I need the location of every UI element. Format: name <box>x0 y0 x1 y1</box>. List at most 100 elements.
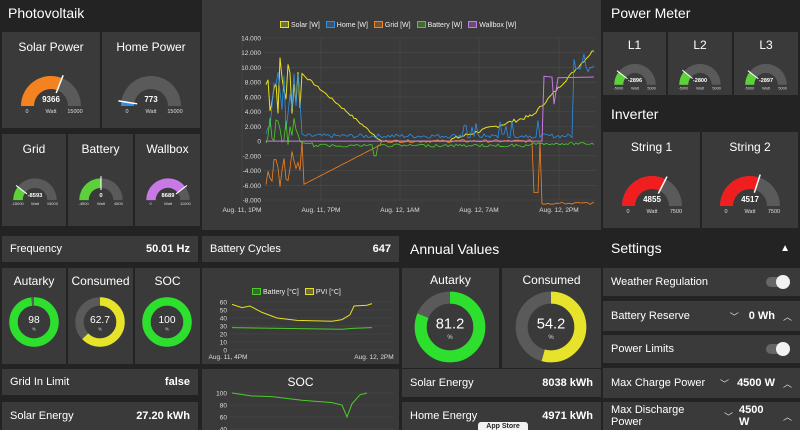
gauge-min: 0 <box>149 201 152 206</box>
legend-battery[interactable]: Battery [W] <box>416 21 462 29</box>
legend-battery-temp[interactable]: Battery [°C] <box>252 288 299 296</box>
string1-gauge: 4855 Watt 0 7500 <box>622 176 682 215</box>
l2-gauge: -2800 Watt -5000 5000 <box>679 63 721 91</box>
y-tick-label: 20 <box>220 332 228 339</box>
gauge-max: 7500 <box>670 209 682 215</box>
chevron-up-icon[interactable]: ︿ <box>782 378 792 389</box>
gauge-max: 15000 <box>167 109 182 115</box>
string2-gauge: 4517 Watt 0 7500 <box>720 174 780 215</box>
gauge-fill <box>13 186 26 201</box>
row-value: 8038 kWh <box>542 377 593 389</box>
row-value: 4500 W <box>737 377 775 389</box>
series-battery-temp-line <box>231 327 373 330</box>
row-label: Battery Cycles <box>210 243 281 255</box>
gauge-fill <box>745 71 757 85</box>
annual-consumed-card: Consumed 54.2% <box>502 268 601 368</box>
legend-wallbox[interactable]: Wallbox [W] <box>468 21 516 29</box>
donut-value: 62.7 <box>90 315 110 326</box>
gauge-needle <box>753 174 761 193</box>
series-battery-line <box>265 117 595 157</box>
gauge-needle <box>616 70 628 80</box>
gauge-max: 5000 <box>712 87 720 91</box>
gauge-value: -8593 <box>28 193 44 199</box>
l1-gauge: -2896 Watt -5000 5000 <box>614 63 656 91</box>
chevron-down-icon[interactable]: ﹀ <box>723 411 733 422</box>
row-label: Frequency <box>10 243 62 255</box>
gauge-value: 4855 <box>643 195 661 204</box>
gauge-unit: Watt <box>631 87 640 91</box>
gauge-needle <box>175 185 188 195</box>
battery-gauge: 0 Watt -4500 4500 <box>79 176 124 206</box>
temperature-chart-legend: Battery [°C] PVI [°C] <box>252 288 341 296</box>
gauge-unit: Watt <box>45 109 57 115</box>
gauge-unit: Watt <box>762 87 771 91</box>
y-tick-label: 30 <box>220 324 228 331</box>
donut-card-consumed: Consumed 62.7% <box>68 268 133 364</box>
collapse-triangle-icon[interactable]: ▲ <box>780 242 790 254</box>
y-tick-label: 8.000 <box>245 80 262 87</box>
gauge-fill <box>614 71 626 85</box>
row-value: 27.20 kWh <box>136 410 190 422</box>
row-label: Max Discharge Power <box>611 404 685 428</box>
chevron-down-icon[interactable]: ﹀ <box>720 378 730 389</box>
chevron-up-icon[interactable]: ︿ <box>782 411 792 422</box>
y-tick-label: -8.000 <box>243 198 262 205</box>
gauge-needle <box>15 185 28 195</box>
chevron-up-icon[interactable]: ︿ <box>782 311 792 322</box>
soc-chart-title: SOC <box>287 375 314 389</box>
legend-home[interactable]: Home [W] <box>325 21 368 29</box>
donut-fill <box>75 297 125 347</box>
power-limits-toggle[interactable] <box>766 342 790 356</box>
power-chart-card: Solar [W] Home [W] Grid [W] Battery [W] … <box>202 0 601 230</box>
donut-title: SOC <box>154 274 181 288</box>
gauge-card-string1: String 1 4855 Watt 0 7500 <box>603 132 700 228</box>
gauge-title: Wallbox <box>146 142 189 156</box>
y-tick-label: 80 <box>220 403 228 410</box>
gauge-needle <box>118 100 138 105</box>
gauge-card-l2: L2 -2800 Watt -5000 5000 <box>668 32 732 95</box>
y-tick-label: 12.000 <box>241 50 261 57</box>
donut-fill <box>142 297 192 347</box>
weather-regulation-toggle[interactable] <box>766 275 790 289</box>
row-label: Power Limits <box>611 343 674 355</box>
gauge-title: Battery <box>81 142 120 156</box>
y-tick-label: -6.000 <box>243 183 262 190</box>
donut-unit: % <box>548 335 554 341</box>
y-tick-label: -2.000 <box>243 153 262 160</box>
donut-title: Autarky <box>430 273 471 287</box>
legend-grid[interactable]: Grid [W] <box>373 21 411 29</box>
section-title: Settings <box>611 240 662 256</box>
settings-header[interactable]: Settings ▲ <box>603 234 800 262</box>
solar-power-gauge: 9366 Watt 0 15000 <box>21 75 83 115</box>
gauge-card-l1: L1 -2896 Watt -5000 5000 <box>603 32 666 95</box>
section-title: Annual Values <box>410 241 500 257</box>
gauge-unit: Watt <box>164 201 173 206</box>
y-tick-label: 60 <box>220 415 228 422</box>
gauge-card-l3: L3 -2897 Watt -5000 5000 <box>734 32 798 95</box>
gauge-card-string2: String 2 4517 Watt 0 7500 <box>702 132 798 228</box>
donut-value: 98 <box>28 315 40 326</box>
series-solar-line <box>265 50 595 142</box>
grid-gauge: -8593 Watt -15000 15000 <box>11 178 59 206</box>
donut-value: 100 <box>158 315 175 326</box>
chevron-down-icon[interactable]: ﹀ <box>729 311 739 322</box>
gauge-needle <box>55 75 64 94</box>
donut-card-autarky: Autarky 98% <box>2 268 66 364</box>
legend-pvi-temp[interactable]: PVI [°C] <box>304 288 341 296</box>
gauge-fill <box>79 178 101 201</box>
gauge-track <box>679 63 721 85</box>
donut-title: Consumed <box>71 274 130 288</box>
gauge-max: 11000 <box>180 201 192 206</box>
inverter-header: Inverter <box>603 98 800 130</box>
app-store-badge[interactable]: App Store <box>478 422 528 430</box>
annual-values-header: Annual Values <box>402 236 601 262</box>
gauge-track <box>121 76 181 106</box>
row-value: 4500 W <box>738 404 764 428</box>
legend-solar[interactable]: Solar [W] <box>280 21 320 29</box>
soc-chart-card: SOC 100 80 60 40 <box>202 369 399 430</box>
y-tick-label: 60 <box>220 300 228 307</box>
gauge-title: Home Power <box>116 40 186 54</box>
gauge-value: 0 <box>99 193 102 199</box>
row-value: 0 Wh <box>748 310 775 322</box>
solar-energy-row: Solar Energy 27.20 kWh <box>2 402 198 430</box>
